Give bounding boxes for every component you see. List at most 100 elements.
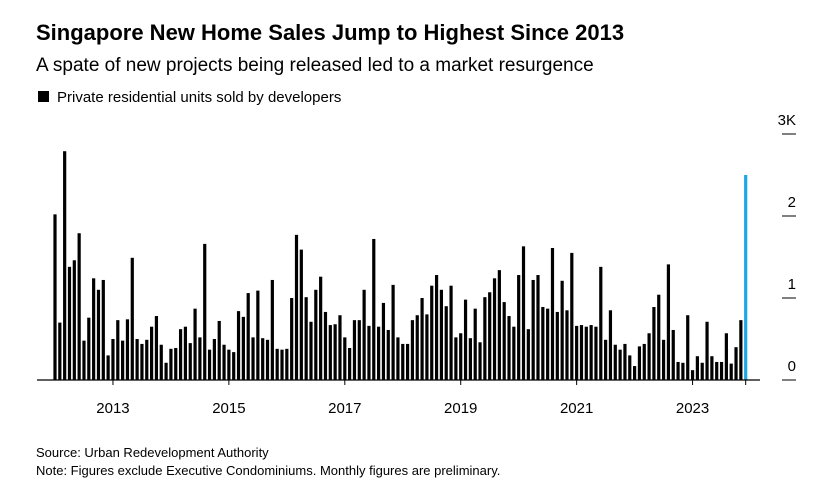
bar: [101, 279, 105, 380]
bar: [82, 340, 86, 380]
bar: [309, 321, 313, 380]
bar: [106, 355, 110, 380]
bar: [294, 234, 299, 380]
x-tick-label: 2017: [328, 400, 361, 417]
bar: [676, 361, 680, 380]
bar: [357, 320, 361, 380]
bar: [550, 247, 555, 380]
bar: [575, 325, 579, 380]
bar: [642, 343, 646, 380]
bar: [449, 285, 453, 380]
bar: [604, 339, 608, 380]
x-tick-label: 2023: [676, 400, 709, 417]
bar: [372, 238, 376, 380]
bar: [671, 329, 675, 380]
y-tick-label: 2: [788, 194, 796, 211]
bar: [203, 243, 207, 380]
bar: [116, 320, 120, 380]
bar: [236, 311, 241, 380]
bar: [193, 308, 197, 380]
chart-title: Singapore New Home Sales Jump to Highest…: [36, 20, 624, 45]
bar: [459, 333, 463, 380]
bar: [710, 356, 714, 380]
bar: [53, 214, 57, 380]
bar: [724, 333, 728, 380]
bar: [367, 325, 371, 380]
bar: [647, 333, 651, 380]
note: Note: Figures exclude Executive Condomin…: [36, 463, 500, 478]
x-tick-label: 2013: [96, 400, 129, 417]
bar: [719, 361, 724, 380]
bar: [391, 284, 395, 380]
bar: [396, 337, 400, 380]
bar: [405, 343, 410, 380]
bar: [333, 324, 337, 380]
bar: [657, 294, 661, 380]
bar: [159, 344, 163, 380]
bar: [555, 311, 559, 380]
bar: [174, 348, 178, 380]
bar: [410, 320, 415, 380]
bar: [497, 270, 501, 380]
bar: [72, 260, 76, 380]
bar: [154, 316, 159, 380]
bar: [613, 344, 617, 380]
bar: [227, 349, 231, 380]
bar: [478, 342, 482, 380]
bar: [135, 339, 139, 380]
bar: [92, 278, 96, 380]
bar: [594, 326, 598, 380]
x-tick-label: 2019: [444, 400, 477, 417]
x-tick-label: 2015: [212, 400, 245, 417]
bar: [434, 275, 439, 380]
bar: [661, 339, 666, 380]
bar: [319, 276, 323, 380]
bar: [686, 315, 690, 380]
bar: [488, 292, 492, 380]
bar: [386, 329, 390, 380]
bar: [169, 348, 173, 380]
bar: [560, 280, 564, 380]
bar: [565, 310, 569, 380]
bar: [584, 326, 588, 380]
bar: [444, 306, 448, 380]
bar: [492, 278, 497, 380]
bar: [188, 343, 192, 380]
bar: [67, 266, 72, 380]
bar: [217, 320, 221, 380]
bar: [681, 362, 685, 380]
y-tick-label: 3K: [778, 112, 796, 129]
bar: [87, 317, 91, 380]
bar: [570, 252, 574, 380]
bar: [618, 349, 622, 380]
bar: [531, 279, 535, 380]
bar: [285, 348, 289, 380]
bar: [415, 315, 419, 380]
bar: [290, 298, 294, 380]
bar: [608, 310, 613, 380]
bar: [463, 299, 468, 380]
bar: [280, 349, 284, 380]
bar: [705, 321, 709, 380]
bar: [140, 343, 144, 380]
bar: [304, 297, 308, 380]
bar: [232, 352, 236, 380]
legend-swatch: [38, 91, 49, 102]
bar: [526, 329, 530, 380]
bar: [695, 356, 699, 380]
bar: [256, 290, 260, 380]
bar: [198, 337, 202, 380]
x-tick-label: 2021: [560, 400, 593, 417]
bar: [652, 307, 656, 380]
bar: [430, 285, 434, 380]
bar: [454, 337, 458, 380]
bar: [690, 370, 695, 380]
bar: [145, 339, 149, 380]
bar: [700, 362, 704, 380]
bar: [628, 355, 632, 380]
bar: [352, 320, 357, 380]
bar: [362, 289, 366, 380]
bar: [121, 340, 125, 380]
bar: [744, 175, 748, 380]
bar: [275, 348, 279, 380]
